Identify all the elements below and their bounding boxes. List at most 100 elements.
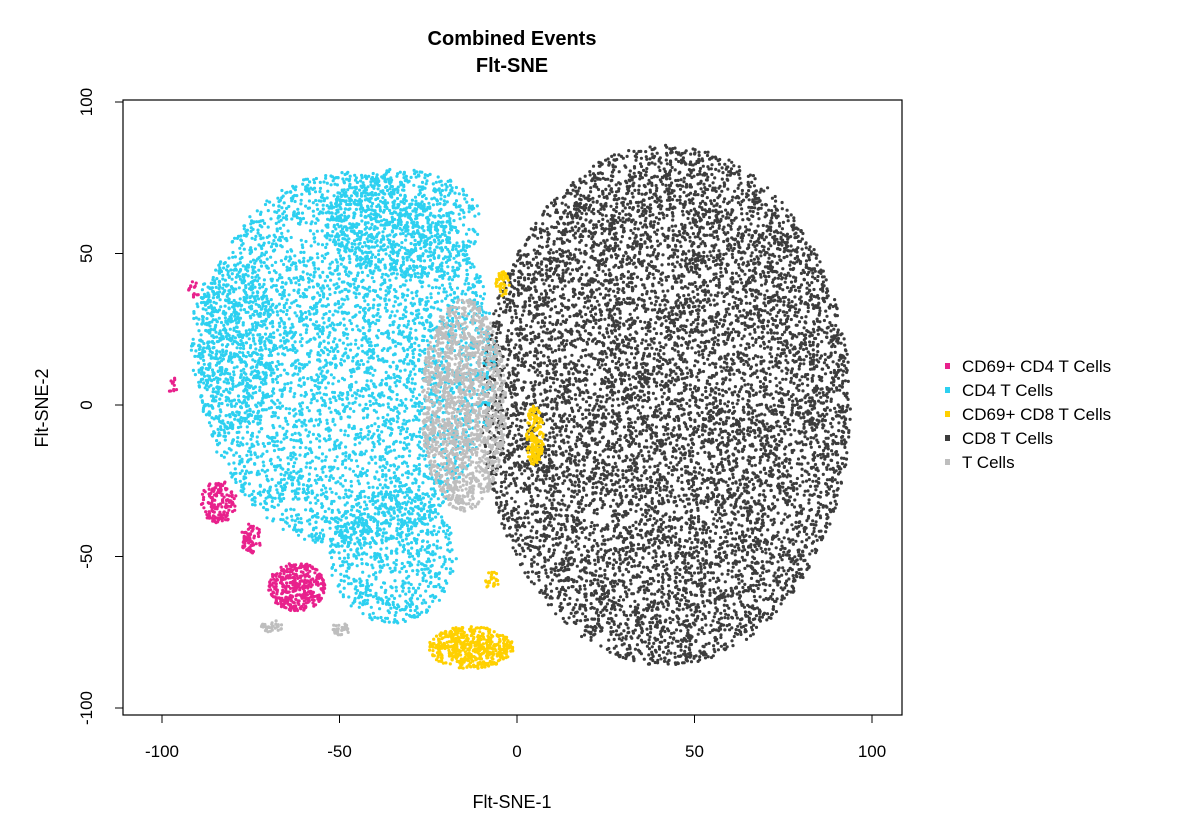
data-point (755, 304, 759, 308)
data-point (834, 410, 838, 414)
data-point (613, 546, 617, 551)
data-point (766, 324, 770, 328)
data-point (529, 529, 533, 533)
data-point (744, 290, 749, 294)
data-point (799, 416, 803, 420)
data-point (596, 555, 600, 559)
data-point (752, 184, 757, 188)
data-point (671, 262, 675, 266)
data-point (661, 533, 666, 537)
data-point (688, 651, 692, 655)
data-point (777, 552, 781, 557)
data-point (546, 347, 550, 351)
data-point (603, 317, 607, 321)
data-point (607, 192, 612, 196)
data-point (747, 189, 751, 193)
data-point (662, 475, 666, 480)
data-point (603, 568, 607, 573)
data-point (722, 509, 727, 513)
data-point (516, 536, 521, 541)
data-point (543, 455, 547, 459)
data-point (765, 392, 769, 396)
data-point (640, 264, 644, 268)
data-point (662, 456, 667, 460)
data-point (726, 400, 731, 404)
data-point (843, 379, 848, 383)
data-point (677, 229, 681, 234)
data-point (675, 260, 679, 264)
data-point (685, 614, 689, 618)
data-point (595, 512, 599, 516)
data-point (608, 287, 612, 291)
data-point (746, 382, 750, 386)
data-point (558, 395, 562, 399)
data-point (840, 435, 844, 439)
data-point (639, 221, 643, 225)
data-point (693, 466, 697, 470)
data-point (548, 431, 552, 435)
data-point (668, 635, 672, 639)
data-point (604, 287, 608, 291)
data-point (678, 195, 682, 199)
data-point (722, 239, 726, 244)
data-point (577, 296, 581, 300)
data-point (641, 513, 645, 517)
data-point (615, 205, 619, 209)
data-point (744, 346, 748, 351)
data-point (690, 244, 694, 248)
data-point (526, 266, 530, 270)
data-point (595, 299, 599, 303)
data-point (671, 488, 675, 492)
data-point (755, 418, 759, 422)
data-point (811, 275, 815, 279)
data-point (688, 639, 692, 643)
data-point (698, 466, 703, 470)
data-point (523, 418, 527, 422)
data-point (688, 383, 692, 387)
data-point (599, 491, 603, 495)
data-point (713, 562, 718, 566)
data-point (697, 435, 701, 439)
data-point (653, 248, 657, 252)
data-point (699, 565, 703, 569)
data-point (717, 224, 722, 228)
data-point (602, 195, 606, 199)
data-point (557, 347, 561, 352)
data-point (767, 339, 771, 344)
data-point (616, 468, 620, 472)
data-point (640, 454, 644, 458)
data-point (703, 429, 707, 433)
data-point (833, 350, 837, 354)
data-point (574, 509, 578, 513)
data-point (575, 618, 579, 623)
data-point (608, 650, 612, 654)
data-point (515, 304, 520, 308)
data-point (753, 545, 757, 549)
data-point (777, 443, 781, 447)
data-point (685, 603, 689, 607)
data-point (801, 412, 805, 416)
data-point (582, 305, 586, 309)
data-point (708, 393, 712, 397)
data-point (638, 575, 642, 579)
data-point (786, 219, 790, 223)
data-point (708, 578, 712, 583)
data-point (576, 463, 580, 467)
data-point (763, 495, 767, 499)
data-point (656, 311, 660, 315)
data-point (714, 323, 718, 327)
data-point (590, 372, 594, 376)
data-point (775, 208, 780, 212)
data-point (740, 617, 744, 621)
data-point (778, 308, 782, 312)
data-point (762, 382, 766, 386)
data-point (796, 286, 801, 290)
data-point (563, 305, 568, 309)
data-point (644, 150, 648, 154)
data-point (724, 208, 728, 212)
data-point (590, 470, 594, 474)
data-point (680, 473, 684, 477)
data-point (639, 156, 644, 160)
data-point (723, 628, 727, 632)
data-point (747, 405, 751, 409)
